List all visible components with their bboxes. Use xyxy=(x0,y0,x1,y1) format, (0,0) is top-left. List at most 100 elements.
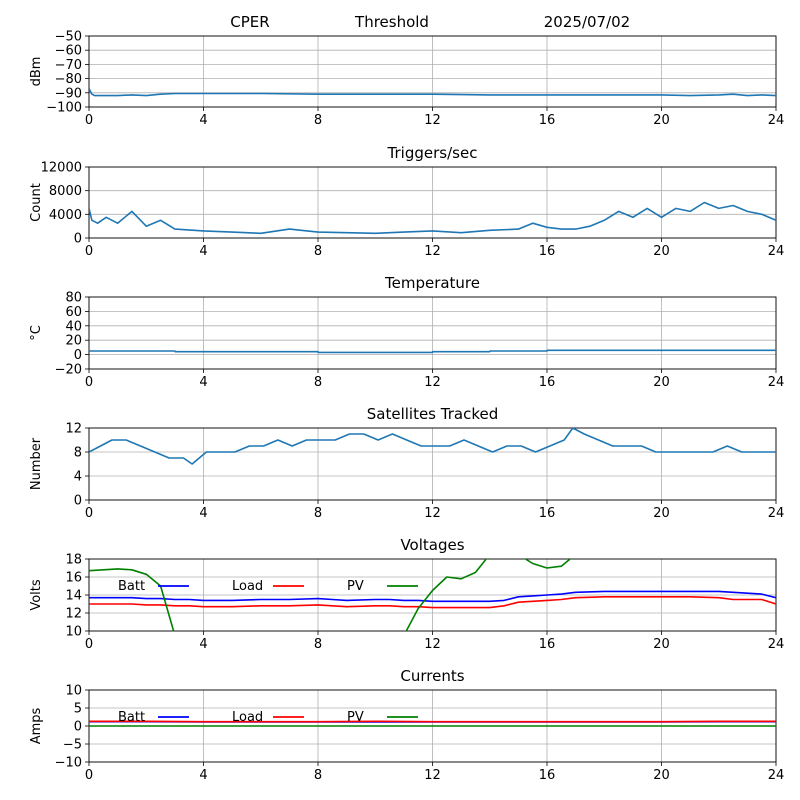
voltages-y-tick-label: 14 xyxy=(65,589,82,604)
signal-y-tick-label: −60 xyxy=(55,44,82,59)
triggers-x-tick-label: 12 xyxy=(424,244,441,259)
temperature-y-tick-label: 20 xyxy=(65,334,82,349)
signal-y-tick-label: −70 xyxy=(55,58,82,73)
voltages-x-tick-label: 20 xyxy=(653,637,670,652)
satellites-x-tick-label: 16 xyxy=(539,506,556,521)
signal-plot-area xyxy=(89,88,776,97)
temperature-series-line xyxy=(89,349,776,354)
temperature-x-tick-label: 4 xyxy=(199,375,207,390)
currents-plot-area xyxy=(89,720,776,727)
signal-x-tick-label: 24 xyxy=(768,113,785,128)
station-name: CPER xyxy=(230,13,269,31)
temperature-x-tick-label: 24 xyxy=(768,375,785,390)
temperature-y-tick-label: 0 xyxy=(74,348,82,363)
currents-x-tick-label: 24 xyxy=(768,768,785,783)
signal-y-axis-label: dBm xyxy=(29,57,44,87)
satellites-y-axis-label: Number xyxy=(29,437,44,490)
voltages-pv-line xyxy=(89,559,572,631)
triggers-y-tick-label: 12000 xyxy=(41,161,82,176)
voltages-legend-load-label: Load xyxy=(232,579,263,594)
triggers-panel: 0 4 8 12 16 20 24 0 4000 8000 12000 Triggers/sec Cou… xyxy=(29,144,784,259)
temperature-y-axis-label: °C xyxy=(29,325,44,341)
satellites-y-tick-label: 4 xyxy=(74,470,82,485)
voltages-y-tick-label: 10 xyxy=(65,625,82,640)
currents-x-tick-label: 16 xyxy=(539,768,556,783)
signal-x-tick-label: 4 xyxy=(199,113,207,128)
signal-x-tick-label: 12 xyxy=(424,113,441,128)
voltages-x-tick-label: 8 xyxy=(314,637,322,652)
report-date: 2025/07/02 xyxy=(544,13,630,31)
signal-x-tick-label: 0 xyxy=(85,113,93,128)
voltages-x-tick-label: 12 xyxy=(424,637,441,652)
voltages-frame xyxy=(88,558,777,632)
triggers-y-tick-label: 0 xyxy=(74,232,82,247)
currents-title: Currents xyxy=(400,667,464,685)
currents-x-tick-label: 8 xyxy=(314,768,322,783)
temperature-title: Temperature xyxy=(384,274,480,292)
triggers-y-tick-label: 8000 xyxy=(49,184,82,199)
voltages-x-tick-label: 24 xyxy=(768,637,785,652)
signal-x-tick-label: 20 xyxy=(653,113,670,128)
voltages-y-tick-label: 16 xyxy=(65,571,82,586)
signal-y-tick-label: −80 xyxy=(55,72,82,87)
triggers-series-line xyxy=(89,201,776,235)
temperature-x-tick-label: 0 xyxy=(85,375,93,390)
trigger-mode: Threshold xyxy=(354,13,429,31)
triggers-x-tick-label: 16 xyxy=(539,244,556,259)
triggers-x-tick-label: 0 xyxy=(85,244,93,259)
currents-y-tick-label: −5 xyxy=(63,738,82,753)
temperature-x-tick-label: 16 xyxy=(539,375,556,390)
currents-x-tick-label: 12 xyxy=(424,768,441,783)
signal-y-tick-label: −90 xyxy=(55,86,82,101)
currents-y-tick-label: 0 xyxy=(74,720,82,735)
satellites-x-tick-label: 20 xyxy=(653,506,670,521)
triggers-x-tick-label: 24 xyxy=(768,244,785,259)
temperature-y-tick-label: 40 xyxy=(65,319,82,334)
satellites-plot-area xyxy=(89,428,776,465)
triggers-frame xyxy=(88,166,777,239)
voltages-y-axis-label: Volts xyxy=(29,579,44,611)
currents-y-tick-label: 5 xyxy=(74,702,82,717)
currents-x-tick-label: 20 xyxy=(653,768,670,783)
signal-frame xyxy=(88,35,777,108)
currents-legend-pv-label: PV xyxy=(347,710,364,725)
signal-panel: 0 4 8 12 16 20 24 −100−90−80−70−60−50 dBm xyxy=(29,30,784,129)
temperature-y-tick-label: 60 xyxy=(65,305,82,320)
temperature-y-tick-label: 80 xyxy=(65,291,82,306)
satellites-y-tick-label: 0 xyxy=(74,494,82,509)
satellites-x-tick-label: 4 xyxy=(199,506,207,521)
voltages-batt-line xyxy=(89,590,776,603)
temperature-plot-area xyxy=(89,349,776,354)
voltages-y-tick-label: 18 xyxy=(65,553,82,568)
temperature-x-tick-label: 20 xyxy=(653,375,670,390)
triggers-y-axis-label: Count xyxy=(29,183,44,222)
signal-x-tick-label: 16 xyxy=(539,113,556,128)
voltages-legend-batt-label: Batt xyxy=(118,579,145,594)
satellites-x-tick-label: 12 xyxy=(424,506,441,521)
satellites-frame xyxy=(88,427,777,501)
satellites-y-tick-label: 12 xyxy=(65,422,82,437)
signal-x-tick-label: 8 xyxy=(314,113,322,128)
satellites-x-tick-label: 8 xyxy=(314,506,322,521)
voltages-x-tick-label: 16 xyxy=(539,637,556,652)
voltages-plot-area xyxy=(89,559,776,631)
voltages-title: Voltages xyxy=(400,536,464,554)
satellites-x-tick-label: 0 xyxy=(85,506,93,521)
triggers-x-tick-label: 20 xyxy=(653,244,670,259)
currents-x-tick-label: 4 xyxy=(199,768,207,783)
temperature-x-tick-label: 8 xyxy=(314,375,322,390)
currents-y-axis-label: Amps xyxy=(29,707,44,744)
temperature-y-tick-label: −20 xyxy=(55,363,82,378)
voltages-y-tick-label: 12 xyxy=(65,607,82,622)
temperature-x-tick-label: 12 xyxy=(424,375,441,390)
voltages-panel: 0 4 8 12 16 20 24 10 12 14 16 18 Voltages Volts Batt Lo… xyxy=(29,536,784,652)
currents-legend-load-label: Load xyxy=(232,710,263,725)
satellites-y-tick-label: 8 xyxy=(74,446,82,461)
voltages-x-tick-label: 0 xyxy=(85,637,93,652)
satellites-series-line xyxy=(89,428,776,465)
satellites-title: Satellites Tracked xyxy=(367,405,498,423)
